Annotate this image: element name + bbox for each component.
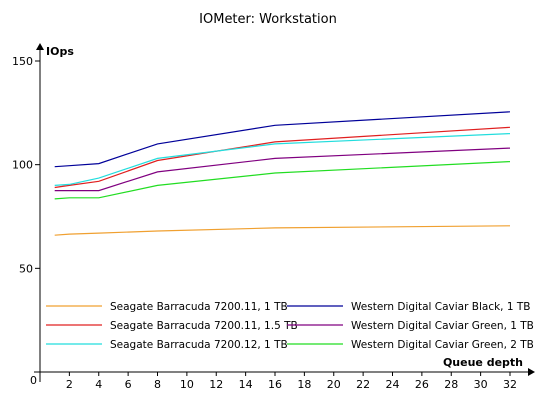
- y-ticks: 0 50 100 150: [12, 55, 40, 387]
- series-lines: [54, 111, 511, 236]
- y-axis: IOps 0 50 100 150: [12, 43, 74, 387]
- x-tick-label: 12: [209, 378, 223, 391]
- x-tick-label: 18: [297, 378, 311, 391]
- legend-label-5: Seagate Barracuda 7200.12, 1 TB: [110, 339, 288, 351]
- x-tick-label: 10: [180, 378, 194, 391]
- series-line-4: [54, 147, 511, 192]
- series-line-1: [54, 225, 511, 236]
- series-line-6: [54, 161, 511, 200]
- y-tick-label: 100: [12, 159, 33, 172]
- y-tick-label: 150: [12, 55, 33, 68]
- x-tick-label: 14: [239, 378, 253, 391]
- x-tick-label: 32: [503, 378, 517, 391]
- legend-label-1: Seagate Barracuda 7200.11, 1 TB: [110, 301, 288, 313]
- x-axis-arrow: [528, 368, 535, 376]
- legend-items: Seagate Barracuda 7200.11, 1 TB Western D…: [46, 301, 534, 351]
- x-tick-label: 8: [154, 378, 161, 391]
- legend-label-6: Western Digital Caviar Green, 2 TB: [351, 339, 534, 351]
- x-tick-label: 20: [327, 378, 341, 391]
- x-ticks: 2 4 6 8 10 12 14 16 18 20 22 24 26 28 30 32: [66, 372, 517, 391]
- x-tick-label: 22: [356, 378, 370, 391]
- y-tick-label: 50: [19, 262, 33, 275]
- x-tick-label: 4: [95, 378, 102, 391]
- series-line-3: [54, 126, 511, 189]
- series-line-2: [54, 111, 511, 168]
- x-tick-label: 24: [386, 378, 400, 391]
- x-tick-label: 30: [474, 378, 488, 391]
- y-axis-label: IOps: [46, 45, 74, 58]
- y-tick-label: 0: [30, 374, 37, 387]
- legend: Seagate Barracuda 7200.11, 1 TB Western D…: [38, 291, 534, 359]
- x-tick-label: 28: [444, 378, 458, 391]
- x-tick-label: 2: [66, 378, 73, 391]
- x-axis: Queue depth 2 4 6 8 10 12 14 16 18 20 22 24 26 28 30 32: [34, 356, 535, 391]
- x-axis-label: Queue depth: [443, 356, 523, 369]
- y-axis-arrow: [36, 43, 44, 50]
- legend-box: [38, 291, 528, 359]
- legend-label-2: Western Digital Caviar Black, 1 TB: [351, 301, 531, 313]
- legend-label-3: Seagate Barracuda 7200.11, 1.5 TB: [110, 320, 298, 332]
- x-tick-label: 16: [268, 378, 282, 391]
- chart-title: IOMeter: Workstation: [199, 12, 337, 27]
- legend-label-4: Western Digital Caviar Green, 1 TB: [351, 320, 534, 332]
- x-tick-label: 26: [415, 378, 429, 391]
- series-line-5: [54, 133, 511, 186]
- x-tick-label: 6: [125, 378, 132, 391]
